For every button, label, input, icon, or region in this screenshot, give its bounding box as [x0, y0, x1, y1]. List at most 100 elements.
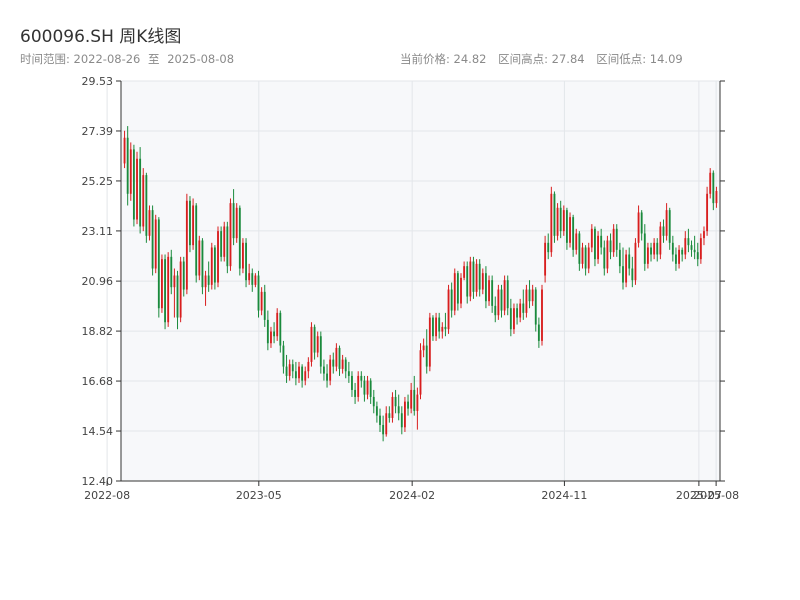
candle-body [397, 406, 400, 414]
candle-body [142, 175, 145, 227]
candle-body [276, 312, 279, 337]
candle-body [463, 266, 466, 278]
candle [500, 284, 503, 318]
candle [634, 238, 637, 285]
y-tick-label: 14.54 [82, 425, 114, 438]
candle-body [410, 389, 413, 409]
candle-body [453, 273, 456, 311]
candle [276, 308, 279, 341]
candle [407, 394, 409, 416]
candle-body [653, 242, 656, 255]
candle-body [525, 289, 528, 313]
candle [450, 282, 453, 318]
candle-body [650, 247, 652, 255]
candle [656, 238, 659, 262]
candle-body [684, 238, 687, 255]
candle-body [335, 347, 338, 367]
candle-body [382, 424, 385, 435]
candle-body [472, 261, 475, 292]
candle-body [313, 326, 316, 353]
candle-body [229, 203, 232, 267]
candle-body [217, 231, 219, 283]
candle-body [316, 336, 319, 353]
candle-body [506, 280, 509, 309]
candle-body [478, 263, 481, 290]
candle [288, 359, 291, 381]
candle [185, 193, 188, 295]
candle [263, 284, 266, 327]
candle [690, 240, 693, 257]
candle-body [273, 331, 276, 337]
candle-body [699, 238, 702, 260]
candle [422, 338, 425, 358]
candle-body [438, 317, 441, 332]
candle-body [407, 401, 409, 409]
candle [687, 228, 690, 253]
candle [161, 254, 163, 313]
chart-subtitle: 时间范围: 2022-08-26 至 2025-08-08 当前价格: 24.8… [20, 51, 780, 67]
candle [678, 245, 680, 269]
candle-body [646, 247, 649, 264]
candle-body [590, 228, 593, 248]
candle [615, 224, 618, 257]
candle-body [279, 312, 282, 346]
candle [182, 256, 185, 297]
candle-body [157, 219, 160, 309]
candle-body [301, 366, 304, 381]
candle-body [628, 254, 631, 269]
candle-body [712, 172, 715, 204]
candle-body [640, 212, 643, 234]
candle [466, 261, 469, 304]
candle [709, 168, 712, 199]
candle-body [394, 396, 397, 407]
candle-body [594, 228, 596, 260]
price-stats: 当前价格: 24.82 区间高点: 27.84 区间低点: 14.09 [400, 51, 691, 67]
candle-body [220, 231, 223, 257]
candle [416, 387, 419, 430]
candle [519, 298, 522, 323]
candle [509, 298, 512, 337]
candle-body [161, 259, 163, 309]
current-price: 当前价格: 24.82 [400, 52, 487, 66]
candle [444, 312, 447, 337]
candle [279, 310, 282, 353]
candle-body [715, 190, 718, 204]
candle [497, 284, 500, 320]
x-tick-label: 2024-02 [389, 489, 435, 502]
candle [332, 352, 335, 374]
candle [488, 275, 490, 306]
candle [640, 210, 643, 241]
candle [597, 231, 599, 264]
candle [397, 394, 400, 421]
candle [254, 273, 257, 288]
candle-body [266, 319, 269, 344]
candle [366, 375, 369, 400]
candle-body [494, 305, 497, 316]
candle [139, 147, 142, 234]
candle [525, 284, 528, 318]
candle [226, 221, 229, 274]
candle [270, 326, 272, 348]
candle [428, 312, 431, 372]
candle-body [497, 289, 500, 316]
candle-body [400, 413, 403, 428]
candle [326, 364, 328, 388]
candle-body [347, 371, 350, 376]
date-range-separator: 至 [148, 52, 160, 66]
candle-body [403, 401, 406, 428]
candle [285, 354, 288, 383]
candle-body [522, 303, 525, 313]
candle-body [587, 247, 590, 269]
candle [578, 231, 581, 271]
candle [363, 375, 366, 402]
candle [447, 284, 450, 334]
candle-body [307, 361, 310, 372]
candle [715, 186, 718, 208]
end-date: 2025-08-08 [167, 52, 235, 66]
candle-body [681, 249, 684, 255]
candle-body [441, 326, 444, 332]
x-tick-label: 2025-07 [676, 489, 722, 502]
candle [217, 226, 219, 288]
candle [556, 203, 559, 241]
